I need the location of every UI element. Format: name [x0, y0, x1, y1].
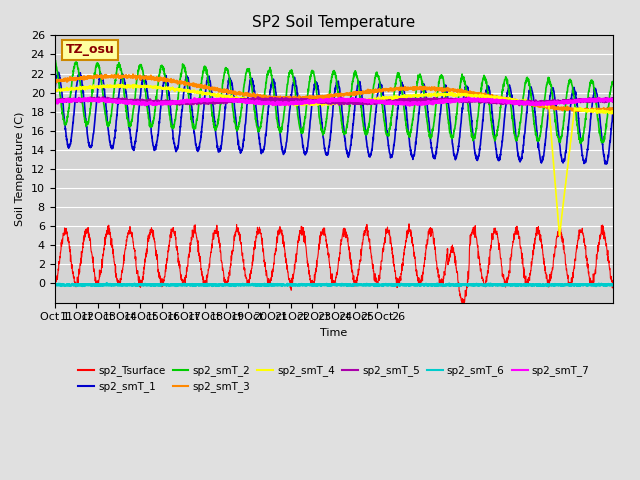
sp2_smT_6	[103, 280, 111, 286]
sp2_smT_7	[174, 99, 182, 105]
sp2_smT_3	[497, 96, 505, 102]
sp2_smT_6	[82, 281, 90, 287]
sp2_smT_5	[99, 95, 107, 100]
sp2_smT_2	[577, 141, 584, 146]
sp2_smT_7	[497, 99, 505, 105]
sp2_smT_1	[497, 147, 505, 153]
sp2_smT_7	[609, 97, 617, 103]
Legend: sp2_Tsurface, sp2_smT_1, sp2_smT_2, sp2_smT_3, sp2_smT_4, sp2_smT_5, sp2_smT_6, : sp2_Tsurface, sp2_smT_1, sp2_smT_2, sp2_…	[74, 361, 594, 396]
Text: TZ_osu: TZ_osu	[66, 43, 115, 56]
sp2_smT_3	[175, 80, 182, 86]
sp2_smT_3	[609, 108, 617, 114]
sp2_Tsurface	[82, 231, 90, 237]
sp2_smT_6	[175, 283, 182, 288]
sp2_smT_1	[55, 70, 63, 75]
sp2_smT_5	[127, 98, 135, 104]
sp2_smT_4	[127, 83, 135, 89]
sp2_smT_1	[609, 105, 617, 111]
sp2_smT_4	[497, 96, 505, 101]
sp2_smT_1	[127, 140, 135, 145]
sp2_smT_6	[592, 283, 600, 289]
Line: sp2_smT_6: sp2_smT_6	[54, 283, 613, 286]
sp2_Tsurface	[418, 278, 426, 284]
sp2_smT_5	[175, 98, 182, 104]
sp2_Tsurface	[497, 261, 505, 266]
Line: sp2_smT_3: sp2_smT_3	[54, 74, 613, 112]
sp2_smT_6	[127, 282, 135, 288]
sp2_smT_6	[609, 283, 617, 288]
sp2_smT_5	[515, 102, 523, 108]
Line: sp2_Tsurface: sp2_Tsurface	[54, 224, 613, 304]
sp2_smT_3	[82, 74, 90, 80]
sp2_smT_1	[485, 88, 493, 94]
sp2_smT_7	[418, 101, 426, 107]
sp2_Tsurface	[609, 282, 617, 288]
sp2_smT_4	[485, 95, 493, 101]
sp2_smT_5	[497, 98, 505, 104]
sp2_smT_1	[83, 121, 90, 127]
Line: sp2_smT_4: sp2_smT_4	[54, 84, 613, 236]
sp2_smT_7	[82, 97, 90, 103]
sp2_smT_4	[609, 110, 617, 116]
sp2_smT_5	[51, 98, 58, 104]
sp2_Tsurface	[405, 221, 413, 227]
sp2_Tsurface	[174, 260, 182, 265]
sp2_smT_7	[51, 98, 58, 104]
sp2_smT_1	[51, 91, 58, 96]
sp2_Tsurface	[486, 259, 493, 265]
sp2_smT_2	[127, 119, 135, 124]
sp2_smT_6	[485, 281, 493, 287]
sp2_smT_3	[127, 74, 135, 80]
sp2_smT_4	[556, 233, 563, 239]
sp2_Tsurface	[51, 279, 58, 285]
sp2_smT_1	[175, 143, 182, 148]
sp2_Tsurface	[460, 301, 468, 307]
sp2_smT_4	[118, 82, 125, 87]
sp2_smT_2	[418, 79, 426, 84]
sp2_smT_4	[82, 84, 90, 90]
sp2_smT_4	[51, 88, 58, 94]
sp2_smT_3	[588, 109, 595, 115]
sp2_smT_4	[418, 93, 426, 98]
sp2_smT_7	[127, 100, 135, 106]
Line: sp2_smT_5: sp2_smT_5	[54, 97, 613, 105]
sp2_smT_4	[175, 86, 182, 92]
sp2_smT_5	[418, 97, 426, 103]
Title: SP2 Soil Temperature: SP2 Soil Temperature	[252, 15, 415, 30]
sp2_smT_2	[497, 100, 505, 106]
sp2_smT_3	[485, 94, 493, 99]
sp2_smT_5	[485, 97, 493, 103]
sp2_smT_2	[175, 91, 182, 97]
X-axis label: Time: Time	[320, 328, 348, 338]
sp2_Tsurface	[127, 229, 135, 235]
sp2_smT_1	[418, 86, 426, 92]
sp2_smT_2	[51, 60, 58, 65]
sp2_smT_7	[486, 97, 493, 103]
sp2_smT_7	[465, 95, 472, 101]
sp2_smT_6	[418, 282, 426, 288]
sp2_smT_3	[51, 79, 58, 84]
Line: sp2_smT_1: sp2_smT_1	[54, 72, 613, 164]
sp2_smT_7	[406, 103, 413, 108]
Y-axis label: Soil Temperature (C): Soil Temperature (C)	[15, 112, 25, 226]
sp2_smT_3	[114, 72, 122, 77]
sp2_smT_6	[497, 282, 505, 288]
sp2_smT_2	[83, 123, 90, 129]
sp2_smT_2	[52, 58, 60, 63]
sp2_smT_2	[485, 101, 493, 107]
sp2_smT_5	[609, 98, 617, 104]
sp2_smT_5	[82, 97, 90, 103]
Line: sp2_smT_7: sp2_smT_7	[54, 98, 613, 106]
sp2_smT_2	[609, 81, 617, 87]
sp2_smT_1	[601, 161, 609, 167]
Line: sp2_smT_2: sp2_smT_2	[54, 60, 613, 144]
sp2_smT_3	[418, 85, 426, 91]
sp2_smT_6	[51, 282, 58, 288]
